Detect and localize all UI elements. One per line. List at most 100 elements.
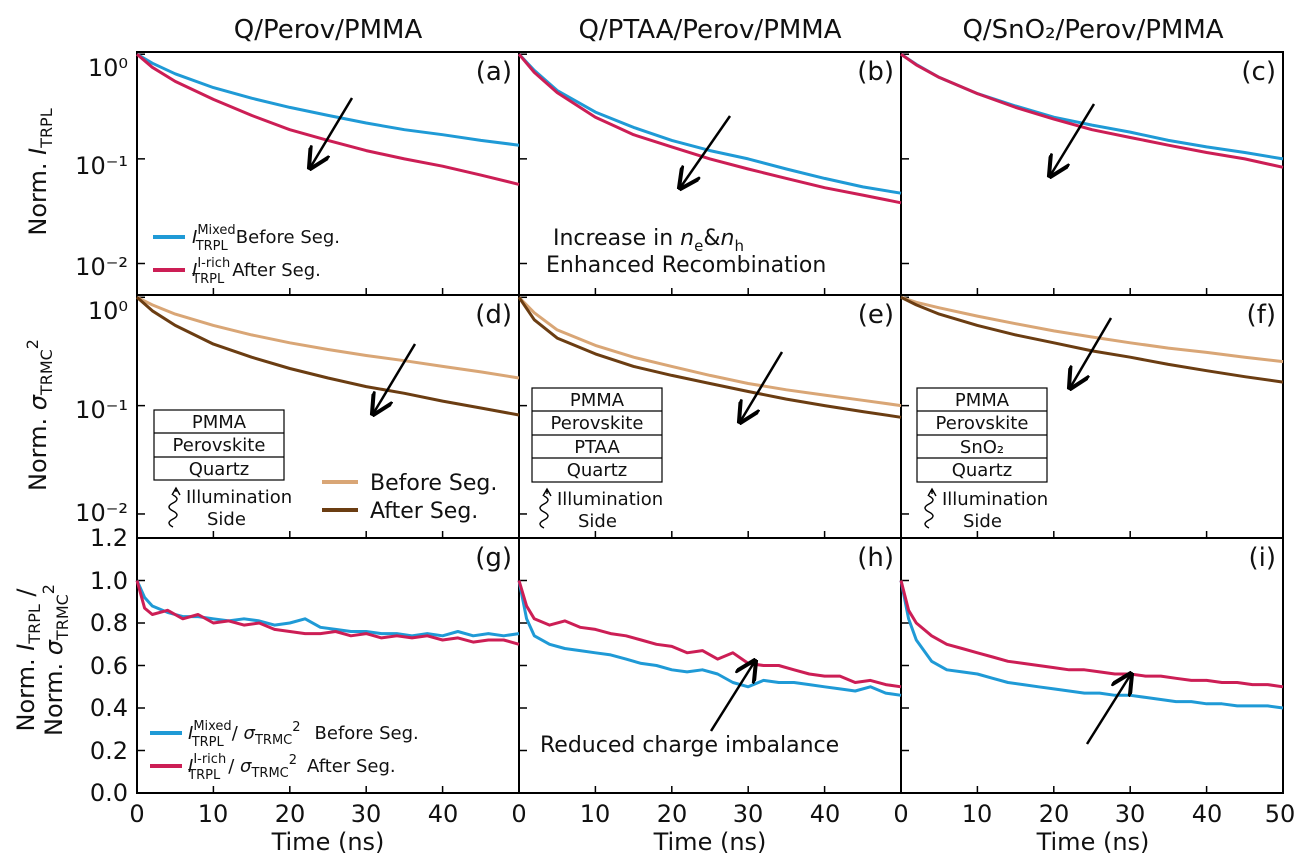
y-tick-label: 0.2 (90, 737, 128, 765)
panel-label-e: (e) (858, 300, 894, 330)
x-axis-title-3: Time (ns) (1036, 828, 1150, 856)
legend-entry-after: II-rich TRPL After Seg. (191, 256, 321, 287)
y-tick-label: 10⁻² (75, 499, 128, 527)
series-layer (135, 52, 1284, 710)
x-tick-label: 20 (275, 800, 306, 828)
series-line (136, 53, 520, 186)
stack-layer: Quartz (189, 459, 250, 480)
illumination-arrow-icon (171, 486, 181, 496)
series-line (899, 580, 1284, 689)
x-tick-label: 20 (1039, 800, 1070, 828)
y-tick-label: 0.6 (90, 652, 128, 680)
panel-label-c: (c) (1241, 57, 1276, 87)
trend-arrow-e (740, 351, 784, 422)
layer-stack-e: PMMA Perovskite PTAA Quartz Illumination… (531, 387, 663, 532)
y-tick-label: 10⁻¹ (75, 152, 128, 180)
light-wave-icon (539, 495, 549, 529)
trend-arrow-f (1070, 317, 1113, 388)
stack-layer: Quartz (567, 460, 628, 481)
y-tick-label: 0.8 (90, 609, 128, 637)
x-tick-label: 20 (657, 800, 688, 828)
panel-label-b: (b) (857, 57, 894, 87)
panel-label-a: (a) (476, 57, 512, 87)
panel-label-h: (h) (857, 543, 894, 573)
stack-layer: Perovskite (551, 413, 644, 434)
stack-layer: PTAA (574, 437, 620, 458)
trend-arrow-b (680, 115, 732, 188)
layer-stack-f: PMMA Perovskite SnO₂ Quartz Illumination… (916, 387, 1048, 532)
stack-layer: PMMA (192, 412, 247, 433)
light-wave-icon (168, 494, 178, 528)
y-axis-title-row3-line2: Norm. σTRMC2 (39, 584, 72, 736)
illumination-arrow-icon (542, 487, 552, 497)
illumination-label: Illumination (186, 487, 292, 508)
illumination-side-label: Side (207, 509, 246, 530)
x-tick-label: 40 (1192, 800, 1223, 828)
panel-frame-i (900, 537, 1284, 794)
series-line (517, 580, 902, 697)
legend-entry-before: IMixed TRPL Before Seg. (192, 223, 340, 254)
legend-entry-before: Before Seg. (370, 471, 497, 496)
y-tick-label: 1.2 (90, 524, 128, 552)
x-tick-label: 10 (198, 800, 229, 828)
x-tick-label: 10 (962, 800, 993, 828)
column-title-2: Q/PTAA/Perov/PMMA (578, 15, 841, 45)
series-line (517, 580, 902, 689)
x-tick-label: 40 (810, 800, 841, 828)
x-tick-label: 30 (733, 800, 764, 828)
annotation-reduced-charge-imbalance: Reduced charge imbalance (540, 733, 839, 758)
x-tick-label: 30 (1115, 800, 1146, 828)
illumination-side-label: Side (578, 511, 617, 532)
panel-label-f: (f) (1247, 300, 1276, 330)
annotation-enhanced-recombination: Enhanced Recombination (546, 253, 826, 278)
panel-label-i: (i) (1248, 543, 1276, 573)
x-tick-labels: 0 10 20 30 40 0 10 20 30 40 0 10 20 30 4… (129, 800, 1295, 828)
legend-g: IMixed TRPL / σTRMC2 Before Seg. II-rich TRP… (150, 719, 419, 783)
legend-entry-after: II-rich TRPL / σTRMC2 After Seg. (187, 752, 395, 783)
y-tick-label: 0.4 (90, 694, 128, 722)
series-line (900, 52, 1284, 169)
trend-arrow-h (709, 661, 755, 732)
y-axis-title-row1: Norm. ITRPL (24, 108, 56, 235)
legend-entry-after: After Seg. (370, 499, 478, 524)
stack-layer: Perovskite (173, 435, 266, 456)
series-line (517, 53, 902, 205)
illumination-arrow-icon (927, 487, 937, 497)
trend-arrow-d (373, 343, 417, 414)
series-line (135, 580, 520, 646)
series-line (136, 296, 520, 417)
y-tick-label: 0.0 (90, 779, 128, 807)
x-tick-label: 0 (129, 800, 144, 828)
panel-label-d: (d) (475, 300, 512, 330)
tick-marks (136, 53, 1284, 794)
y-tick-label: 10⁰ (88, 297, 128, 325)
x-tick-label: 40 (428, 800, 459, 828)
x-tick-label: 50 (1265, 800, 1296, 828)
y-tick-label: 1.0 (90, 567, 128, 595)
annotation-increase: Increase in ne&nh (553, 226, 744, 255)
trend-arrow-c (1050, 103, 1096, 176)
panel-frame-c (900, 51, 1284, 296)
panel-frame-a (136, 51, 520, 296)
illumination-label: Illumination (942, 489, 1048, 510)
series-line (517, 296, 902, 419)
series-line (900, 295, 1284, 384)
x-axis-title-2: Time (ns) (653, 828, 767, 856)
x-tick-label: 30 (351, 800, 382, 828)
y-axis-title-row3-line1: Norm. ITRPL / (12, 588, 44, 732)
series-line (517, 296, 902, 408)
stack-layer: PMMA (570, 390, 625, 411)
layer-stack-d: PMMA Perovskite Quartz Illumination Side (153, 409, 292, 530)
illumination-label: Illumination (557, 489, 663, 510)
column-title-3: Q/SnO₂/Perov/PMMA (962, 15, 1223, 45)
light-wave-icon (924, 495, 934, 529)
legend-entry-before: IMixed TRPL / σTRMC2 Before Seg. (188, 719, 419, 750)
y-axis-title-row2: Norm. σTRMC2 (23, 339, 56, 491)
x-axis-title-1: Time (ns) (271, 828, 385, 856)
series-line (899, 580, 1284, 710)
legend-d: Before Seg. After Seg. (322, 471, 497, 524)
stack-layer: Perovskite (936, 413, 1029, 434)
trend-arrow-i (1085, 674, 1131, 745)
x-tick-label: 0 (511, 800, 526, 828)
